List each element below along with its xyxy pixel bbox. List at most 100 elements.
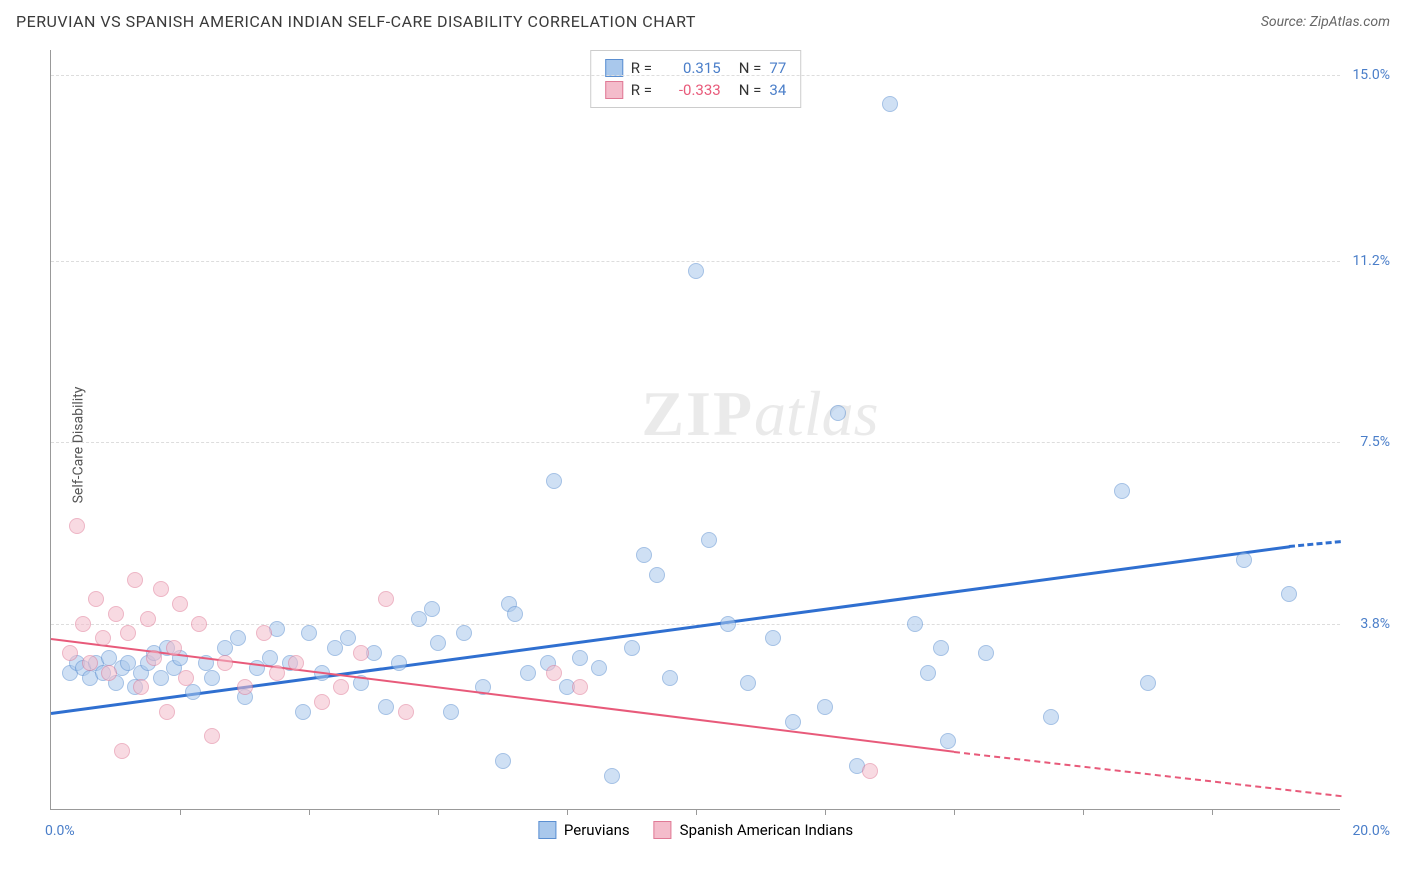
data-point [153, 581, 169, 597]
correlation-row: R = -0.333 N = 34 [605, 79, 787, 101]
x-tick [180, 809, 181, 815]
series-legend-item: Spanish American Indians [654, 821, 853, 839]
watermark-zip: ZIP [641, 378, 754, 449]
data-point [1140, 675, 1156, 691]
data-point [237, 679, 253, 695]
gridline [51, 442, 1340, 443]
data-point [269, 665, 285, 681]
legend-swatch [538, 821, 556, 839]
source-attribution: Source: ZipAtlas.com [1261, 14, 1390, 30]
data-point [353, 645, 369, 661]
data-point [636, 547, 652, 563]
data-point [424, 601, 440, 617]
data-point [69, 518, 85, 534]
data-point [75, 616, 91, 632]
data-point [62, 645, 78, 661]
y-tick-label: 11.2% [1345, 253, 1390, 269]
data-point [740, 675, 756, 691]
x-tick [567, 809, 568, 815]
y-tick-label: 7.5% [1345, 434, 1390, 450]
r-value: -0.333 [667, 81, 721, 99]
trend-line-extrapolated [954, 751, 1341, 797]
x-axis-max-label: 20.0% [1352, 823, 1390, 839]
gridline [51, 75, 1340, 76]
data-point [688, 263, 704, 279]
data-point [178, 670, 194, 686]
data-point [108, 606, 124, 622]
data-point [185, 684, 201, 700]
data-point [1043, 709, 1059, 725]
x-axis-min-label: 0.0% [45, 823, 75, 839]
y-tick-label: 3.8% [1345, 616, 1390, 632]
data-point [940, 733, 956, 749]
data-point [256, 625, 272, 641]
x-tick [696, 809, 697, 815]
data-point [1236, 552, 1252, 568]
r-label: R = [631, 81, 659, 99]
data-point [495, 753, 511, 769]
data-point [920, 665, 936, 681]
data-point [204, 670, 220, 686]
x-tick [309, 809, 310, 815]
data-point [785, 714, 801, 730]
data-point [933, 640, 949, 656]
data-point [230, 630, 246, 646]
data-point [907, 616, 923, 632]
data-point [507, 606, 523, 622]
data-point [82, 655, 98, 671]
data-point [662, 670, 678, 686]
data-point [172, 596, 188, 612]
data-point [95, 630, 111, 646]
data-point [398, 704, 414, 720]
data-point [314, 694, 330, 710]
watermark-atlas: atlas [754, 378, 878, 449]
plot-area: ZIPatlas R =0.315N = 77R =-0.333N = 34 0… [50, 50, 1340, 810]
data-point [456, 625, 472, 641]
data-point [288, 655, 304, 671]
data-point [217, 655, 233, 671]
data-point [378, 699, 394, 715]
data-point [572, 650, 588, 666]
series-legend-item: Peruvians [538, 821, 630, 839]
data-point [701, 532, 717, 548]
data-point [862, 763, 878, 779]
data-point [140, 611, 156, 627]
data-point [604, 768, 620, 784]
data-point [546, 473, 562, 489]
data-point [591, 660, 607, 676]
data-point [146, 650, 162, 666]
data-point [301, 625, 317, 641]
data-point [262, 650, 278, 666]
legend-swatch [605, 81, 623, 99]
data-point [443, 704, 459, 720]
data-point [572, 679, 588, 695]
n-value: 34 [769, 81, 786, 99]
data-point [159, 704, 175, 720]
data-point [120, 625, 136, 641]
data-point [333, 679, 349, 695]
data-point [1281, 586, 1297, 602]
data-point [191, 616, 207, 632]
data-point [817, 699, 833, 715]
data-point [882, 96, 898, 112]
n-label: N = [739, 81, 762, 99]
data-point [204, 728, 220, 744]
data-point [520, 665, 536, 681]
legend-swatch [654, 821, 672, 839]
data-point [88, 591, 104, 607]
x-tick [1212, 809, 1213, 815]
data-point [649, 567, 665, 583]
x-tick [1083, 809, 1084, 815]
data-point [295, 704, 311, 720]
data-point [133, 679, 149, 695]
data-point [340, 630, 356, 646]
trend-line-extrapolated [1289, 540, 1341, 548]
data-point [430, 635, 446, 651]
data-point [624, 640, 640, 656]
correlation-row: R =0.315N = 77 [605, 57, 787, 79]
data-point [546, 665, 562, 681]
correlation-legend: R =0.315N = 77 R = -0.333 N = 34 [590, 50, 802, 108]
data-point [1114, 483, 1130, 499]
series-name: Peruvians [564, 821, 630, 839]
data-point [765, 630, 781, 646]
